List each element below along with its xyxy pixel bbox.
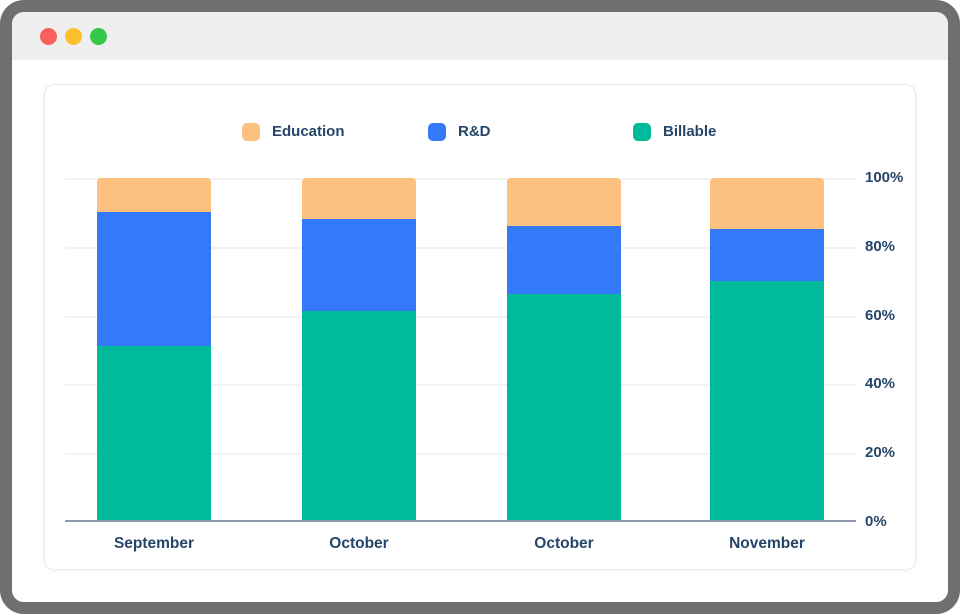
gridline-80	[65, 246, 856, 249]
bar-segment-rd	[302, 219, 416, 312]
minimize-button[interactable]	[65, 27, 82, 45]
window-content: Education R&D Billable 0% 20% 40% 60% 80% 100% …	[12, 60, 948, 602]
y-tick-label-100: 100%	[865, 169, 904, 186]
legend-swatch	[242, 123, 260, 141]
bar-segment-rd	[710, 229, 824, 281]
legend-label: Billable	[663, 123, 717, 140]
bar-october-2	[507, 178, 621, 520]
gridline-100	[65, 178, 856, 180]
bar-september-0	[97, 178, 211, 520]
x-axis-label-november-3: November	[729, 535, 805, 552]
gridline-60	[65, 315, 856, 318]
plot-area	[65, 178, 856, 522]
legend-swatch	[633, 123, 651, 141]
bar-segment-billable	[507, 294, 621, 520]
y-tick-label-40: 40%	[865, 375, 896, 393]
y-tick-label-60: 60%	[865, 306, 896, 324]
gridline-40	[65, 384, 856, 387]
x-axis-label-october-2: October	[534, 535, 594, 552]
bar-november-3	[710, 178, 824, 520]
chart-card: Education R&D Billable 0% 20% 40% 60% 80% 100% …	[44, 84, 916, 570]
bar-segment-rd	[97, 212, 211, 346]
legend-label: R&D	[458, 123, 491, 140]
legend-item-rd[interactable]: R&D	[428, 123, 491, 141]
bar-segment-billable	[97, 345, 211, 520]
y-tick-label-0: 0%	[865, 513, 887, 530]
bar-segment-education	[97, 178, 211, 213]
close-button[interactable]	[40, 27, 57, 45]
x-axis-label-october-1: October	[329, 535, 389, 552]
bar-segment-education	[302, 178, 416, 220]
bar-october-1	[302, 178, 416, 520]
bar-segment-rd	[507, 225, 621, 295]
gridline-20	[65, 453, 856, 456]
bar-segment-billable	[710, 280, 824, 520]
legend-swatch	[428, 123, 446, 141]
x-axis-label-september-0: September	[113, 535, 195, 552]
legend-item-billable[interactable]: Billable	[633, 123, 716, 141]
bar-segment-education	[710, 178, 824, 230]
bar-segment-billable	[302, 311, 416, 520]
y-tick-label-20: 20%	[865, 444, 896, 462]
y-tick-label-80: 80%	[865, 237, 896, 255]
window-titlebar	[12, 12, 948, 60]
bar-segment-education	[507, 178, 621, 226]
zoom-button[interactable]	[90, 27, 107, 45]
legend-label: Education	[272, 123, 345, 140]
legend-item-education[interactable]: Education	[242, 123, 345, 141]
